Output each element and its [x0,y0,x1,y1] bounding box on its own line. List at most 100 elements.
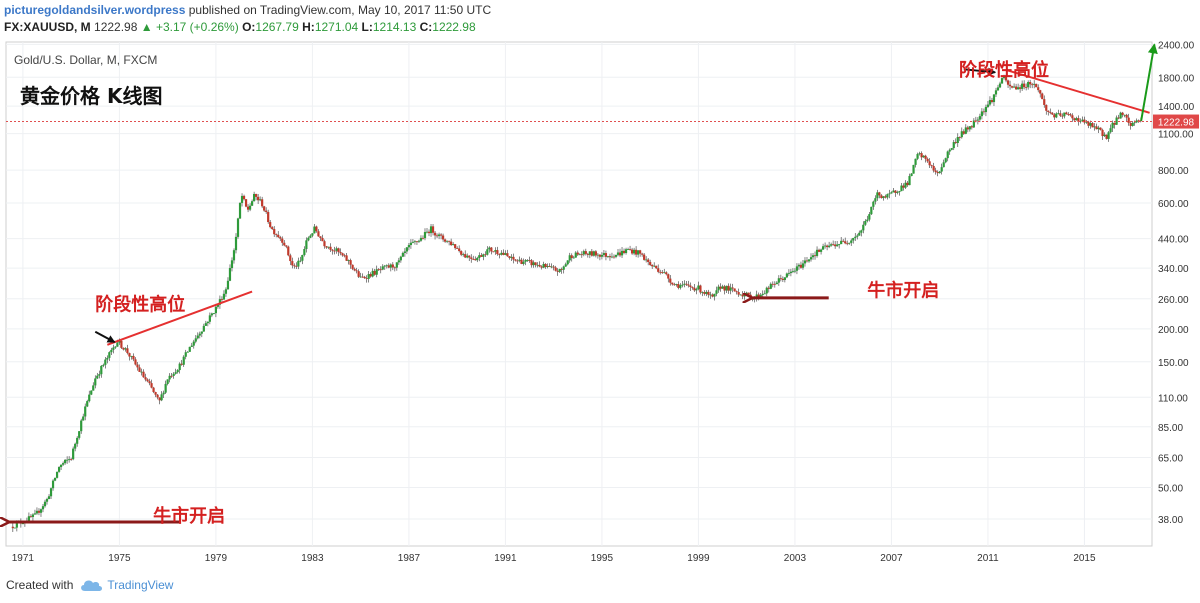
last-price: 1222.98 [94,20,138,34]
candle-body [377,269,380,271]
candle-body [1025,87,1028,88]
candle-body [1127,117,1130,123]
candle-body [795,266,799,271]
candle-body [359,276,362,278]
candle-body [550,266,553,268]
symbol-label[interactable]: FX:XAUUSD, M [4,20,91,34]
candle-body [138,367,141,372]
candle-body [538,264,541,267]
candle-body [339,252,342,254]
candle-body [729,287,732,291]
candle-body [707,291,710,295]
candle-body [886,194,889,198]
candle-body [713,293,716,297]
candle-body [647,259,650,262]
candle-body [980,111,984,117]
candle-body [721,286,724,289]
candle-body [142,371,145,378]
candle-body [604,253,608,257]
candle-body [76,437,79,444]
candle-body [1033,83,1036,85]
candle-body [387,265,390,268]
candle-body [759,294,762,297]
y-tick-label: 200.00 [1158,325,1189,336]
candle-body [1097,127,1100,130]
candle-body [900,185,903,192]
candle-body [1129,122,1132,126]
candle-body [168,375,171,380]
candle-body [281,238,284,243]
candle-body [836,244,839,247]
candle-body [1049,111,1052,113]
candle-body [938,171,941,174]
candle-body [639,250,642,254]
candle-body [349,260,352,265]
candle-body [1051,112,1054,115]
candle-body [261,199,264,207]
candle-body [1065,112,1068,115]
candle-body [608,256,612,258]
candle-body [645,259,648,261]
candle-body [785,273,788,278]
candle-body [379,269,382,271]
candle-body [403,251,406,253]
candle-body [669,278,672,283]
candle-body [830,244,833,246]
candle-body [337,248,340,253]
candle-body [755,294,758,298]
close-label: C: [419,20,433,34]
candle-body [154,392,157,395]
candle-body [244,199,248,207]
x-tick-label: 2015 [1073,553,1096,564]
arrow-black [94,330,116,344]
candle-body [1014,86,1018,90]
candle-body [560,268,563,270]
candle-body [618,252,622,256]
candle-body [490,247,493,252]
tradingview-logo[interactable]: TradingView [79,578,173,592]
candle-body [819,249,823,252]
candle-body [57,467,61,472]
candle-body [632,249,636,254]
candle-body [35,510,39,514]
candle-body [441,235,445,240]
candle-body [838,244,841,245]
candle-body [343,255,346,257]
candle-body [749,294,752,300]
candle-body [341,253,344,256]
author-link[interactable]: picturegoldandsilver.wordpress [4,3,186,17]
candle-body [437,234,441,237]
candle-body [472,258,475,260]
candle-body [932,165,935,171]
y-tick-label: 440.00 [1158,235,1189,246]
candle-body [37,510,41,513]
candle-body [769,283,772,289]
candle-body [200,331,203,334]
candle-body [299,260,302,262]
candle-body [114,346,117,348]
candle-body [315,226,318,232]
candle-body [695,289,698,291]
candle-body [220,299,224,300]
candle-body [964,127,967,134]
candle-body [361,276,364,278]
candle-body [70,458,73,460]
candle-body [970,126,973,128]
candle-body [614,254,618,257]
candle-body [717,286,720,291]
candle-body [309,235,312,238]
candle-body [172,373,175,376]
candle-body [988,100,992,105]
candle-body [104,359,107,365]
candle-body [972,120,975,128]
candle-body [850,240,853,243]
candle-body [409,242,413,246]
candle-body [733,288,736,292]
candle-body [381,266,384,270]
y-tick-label: 2400.00 [1158,40,1195,51]
candle-body [176,370,179,373]
candle-body [630,249,634,254]
candle-body [45,499,49,502]
candle-body [1055,113,1058,118]
